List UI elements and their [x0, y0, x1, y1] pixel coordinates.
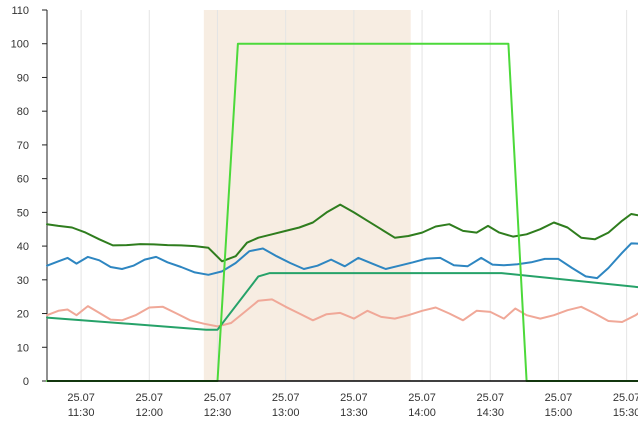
x-tick-label-date: 25.07	[340, 392, 368, 404]
series-line-1	[46, 203, 638, 263]
x-tick-label-time: 15:00	[545, 407, 573, 419]
highlight-band	[203, 10, 411, 381]
x-tick-label-date: 25.07	[204, 392, 232, 404]
x-tick-label-time: 12:00	[136, 407, 164, 419]
x-tick-label-date: 25.07	[545, 392, 573, 404]
x-tick-label-date: 25.07	[272, 392, 300, 404]
x-tick-label-date: 25.07	[476, 392, 504, 404]
highlight-band-layer	[203, 10, 411, 381]
y-tick-label: 0	[23, 376, 29, 388]
y-tick-label: 70	[17, 140, 29, 152]
x-tick-label-time: 11:30	[68, 407, 95, 419]
x-tick-label-time: 12:30	[204, 407, 232, 419]
y-tick-label: 40	[17, 241, 29, 253]
x-axis: 25.07 11:30 25.07 12:00 25.07 12:30 25.07 13:00…	[67, 392, 638, 419]
series-line-2	[46, 242, 638, 280]
x-tick-label-date: 25.07	[67, 392, 95, 404]
x-tick-label-time: 13:30	[340, 407, 368, 419]
x-tick-label-date: 25.07	[408, 392, 436, 404]
y-tick-label: 60	[17, 174, 29, 186]
y-tick-label: 10	[17, 342, 29, 354]
y-tick-label: 100	[11, 39, 29, 51]
grid-layer	[80, 10, 628, 381]
x-tick-label-time: 13:00	[272, 407, 300, 419]
series-line-4	[46, 272, 638, 331]
x-tick-label-time: 14:00	[408, 407, 436, 419]
y-tick-label: 110	[11, 5, 29, 17]
x-tick-label-time: 15:30	[613, 407, 638, 419]
x-tick-label-date: 25.07	[613, 392, 638, 404]
y-tick-label: 30	[17, 275, 29, 287]
y-axis: 0 10 20 30 40 50 60 70 80 90 100 110	[11, 5, 48, 388]
y-tick-label: 50	[17, 207, 29, 219]
series-line-3	[46, 298, 638, 328]
y-tick-label: 80	[17, 106, 29, 118]
y-tick-label: 90	[17, 72, 29, 84]
x-tick-label-date: 25.07	[136, 392, 164, 404]
y-tick-label: 20	[17, 309, 29, 321]
x-tick-label-time: 14:30	[476, 407, 504, 419]
